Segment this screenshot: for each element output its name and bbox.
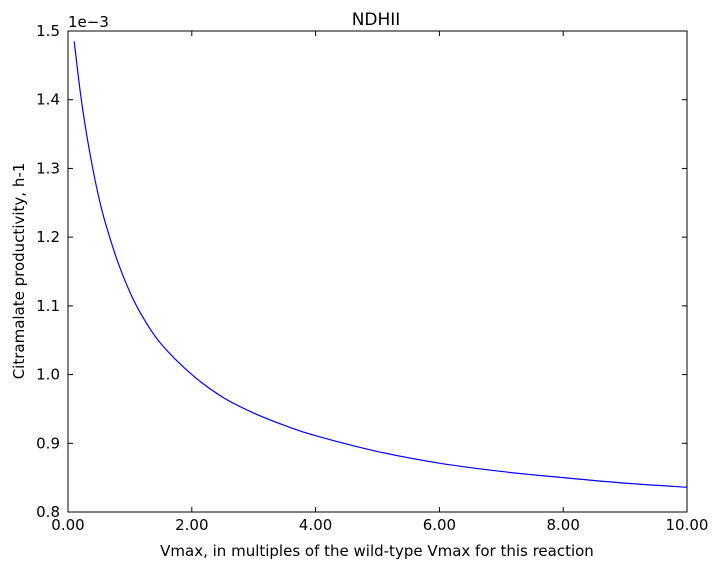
y-tick-label: 1.3 <box>36 159 60 177</box>
chart-title: NDHII <box>352 10 401 30</box>
y-tick-label: 1.2 <box>36 228 60 246</box>
x-axis-label: Vmax, in multiples of the wild-type Vmax… <box>160 542 594 560</box>
y-axis: 0.8 0.9 1.0 1.1 1.2 1.3 1.4 1.5 <box>36 22 687 521</box>
x-tick-label: 2.00 <box>175 516 208 534</box>
plot-frame <box>67 30 688 513</box>
y-tick-label: 0.8 <box>36 503 60 521</box>
x-tick-label: 8.00 <box>546 516 579 534</box>
y-tick-label: 1.0 <box>36 366 60 384</box>
y-offset-text: 1e−3 <box>68 13 109 31</box>
x-tick-label: 0.00 <box>51 516 84 534</box>
x-tick-label: 10.00 <box>666 516 709 534</box>
y-tick-label: 1.1 <box>36 297 60 315</box>
y-tick-label: 1.5 <box>36 22 60 40</box>
x-tick-label: 4.00 <box>299 516 332 534</box>
x-tick-label: 6.00 <box>423 516 456 534</box>
x-axis: 0.00 2.00 4.00 6.00 8.00 10.00 <box>51 31 708 534</box>
y-axis-label: Citramalate productivity, h-1 <box>10 163 28 380</box>
series-line <box>73 41 688 488</box>
y-tick-label: 0.9 <box>36 434 60 452</box>
y-tick-label: 1.4 <box>36 91 60 109</box>
plot-area <box>73 41 688 488</box>
